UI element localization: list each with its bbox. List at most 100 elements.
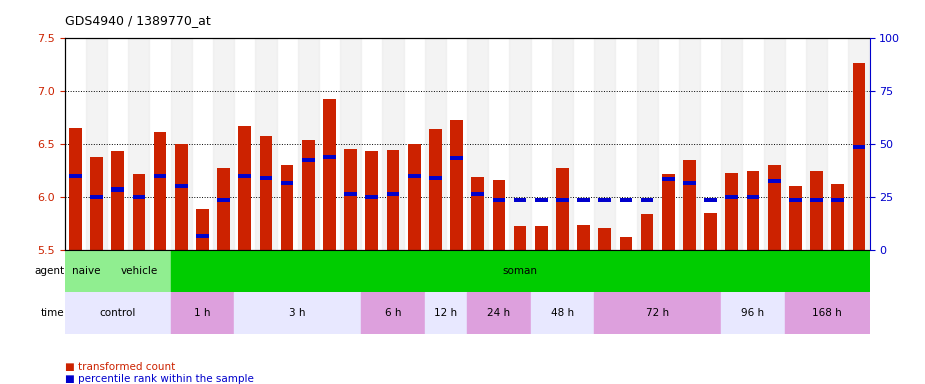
Bar bbox=[620, 237, 633, 250]
Bar bbox=[170, 250, 870, 292]
Bar bbox=[725, 172, 738, 250]
Bar bbox=[789, 186, 802, 250]
Text: vehicle: vehicle bbox=[120, 266, 157, 276]
Bar bbox=[129, 38, 150, 250]
Bar bbox=[556, 168, 569, 250]
Bar bbox=[472, 177, 484, 250]
Bar bbox=[684, 181, 696, 185]
Bar bbox=[408, 174, 421, 178]
Bar bbox=[467, 292, 531, 334]
Bar bbox=[344, 192, 357, 196]
Bar bbox=[255, 38, 277, 250]
Text: ■ transformed count: ■ transformed count bbox=[65, 362, 175, 372]
Bar bbox=[217, 168, 230, 250]
Bar bbox=[196, 210, 209, 250]
Text: 168 h: 168 h bbox=[812, 308, 842, 318]
Bar bbox=[679, 38, 700, 250]
Text: 3 h: 3 h bbox=[290, 308, 306, 318]
Bar bbox=[450, 120, 462, 250]
Bar bbox=[111, 187, 124, 192]
Bar bbox=[107, 250, 170, 292]
Bar bbox=[175, 144, 188, 250]
Bar bbox=[620, 198, 633, 202]
Bar bbox=[556, 198, 569, 202]
Bar bbox=[684, 160, 696, 250]
Bar bbox=[531, 292, 594, 334]
Bar bbox=[641, 198, 653, 202]
Bar bbox=[594, 38, 615, 250]
Bar bbox=[789, 198, 802, 202]
Bar bbox=[513, 227, 526, 250]
Text: 72 h: 72 h bbox=[647, 308, 670, 318]
Bar bbox=[577, 225, 590, 250]
Bar bbox=[65, 250, 107, 292]
Bar bbox=[132, 195, 145, 199]
Bar bbox=[362, 292, 425, 334]
Bar bbox=[298, 38, 319, 250]
Text: 6 h: 6 h bbox=[385, 308, 401, 318]
Bar bbox=[810, 171, 823, 250]
Bar bbox=[323, 154, 336, 159]
Bar bbox=[598, 198, 611, 202]
Bar bbox=[662, 174, 674, 250]
Bar bbox=[365, 151, 378, 250]
Bar bbox=[69, 174, 81, 178]
Bar bbox=[810, 198, 823, 202]
Bar bbox=[535, 198, 548, 202]
Bar bbox=[425, 38, 446, 250]
Bar bbox=[260, 176, 272, 180]
Bar bbox=[196, 234, 209, 238]
Bar bbox=[340, 38, 362, 250]
Bar bbox=[552, 38, 573, 250]
Bar bbox=[90, 195, 103, 199]
Bar bbox=[429, 176, 442, 180]
Bar bbox=[722, 292, 784, 334]
Text: 1 h: 1 h bbox=[194, 308, 211, 318]
Bar bbox=[387, 192, 400, 196]
Bar bbox=[725, 195, 738, 199]
Bar bbox=[429, 129, 442, 250]
Bar bbox=[768, 165, 781, 250]
Bar bbox=[832, 184, 845, 250]
Bar bbox=[425, 292, 467, 334]
Bar bbox=[365, 195, 378, 199]
Bar bbox=[239, 174, 251, 178]
Bar bbox=[848, 38, 869, 250]
Bar bbox=[382, 38, 403, 250]
Bar bbox=[450, 156, 462, 160]
Bar bbox=[217, 198, 230, 202]
Bar bbox=[636, 38, 658, 250]
Bar bbox=[641, 214, 653, 250]
Bar bbox=[535, 227, 548, 250]
Bar bbox=[806, 38, 827, 250]
Bar bbox=[213, 38, 234, 250]
Bar bbox=[281, 181, 293, 185]
Bar bbox=[408, 144, 421, 250]
Bar bbox=[387, 150, 400, 250]
Text: agent: agent bbox=[34, 266, 65, 276]
Bar bbox=[281, 165, 293, 250]
Bar bbox=[513, 198, 526, 202]
Bar bbox=[832, 198, 845, 202]
Bar bbox=[111, 151, 124, 250]
Bar bbox=[662, 177, 674, 181]
Bar bbox=[302, 158, 314, 162]
Text: control: control bbox=[100, 308, 136, 318]
Bar bbox=[234, 292, 362, 334]
Text: time: time bbox=[41, 308, 65, 318]
Bar bbox=[65, 292, 170, 334]
Bar bbox=[302, 140, 314, 250]
Bar bbox=[704, 198, 717, 202]
Text: 96 h: 96 h bbox=[742, 308, 765, 318]
Text: GDS4940 / 1389770_at: GDS4940 / 1389770_at bbox=[65, 14, 211, 27]
Text: 24 h: 24 h bbox=[487, 308, 511, 318]
Bar bbox=[170, 292, 234, 334]
Bar bbox=[90, 157, 103, 250]
Bar bbox=[492, 180, 505, 250]
Bar bbox=[853, 63, 865, 250]
Bar bbox=[323, 99, 336, 250]
Bar bbox=[175, 184, 188, 189]
Bar bbox=[467, 38, 488, 250]
Bar bbox=[344, 149, 357, 250]
Bar bbox=[784, 292, 870, 334]
